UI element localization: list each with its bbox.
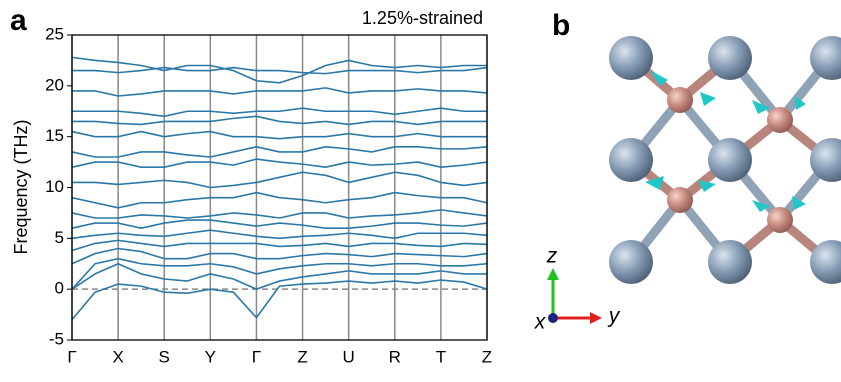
x-tick-label: X: [112, 347, 123, 366]
band-line: [72, 240, 487, 250]
band-line: [72, 259, 487, 290]
y-tick-label: 5: [55, 228, 64, 247]
x-tick-label: Y: [205, 347, 216, 366]
band-line: [72, 280, 487, 320]
band-line: [72, 108, 487, 116]
x-tick-label: T: [436, 347, 446, 366]
crystal-structure: b z x y: [534, 9, 841, 334]
panel-label: b: [552, 9, 570, 42]
y-axis-label: Frequency (THz): [11, 119, 31, 254]
figure: a 1.25%-strained Frequency (THz) Γ X S Y Γ Z U…: [0, 0, 841, 377]
x-tick-label: R: [389, 347, 401, 366]
y-tick-label: 0: [55, 279, 64, 298]
y-tick-label: 25: [45, 24, 64, 43]
band-line: [72, 220, 487, 228]
panel-label: a: [10, 4, 27, 37]
band-line: [72, 172, 487, 187]
y-tick-label: 15: [45, 126, 64, 145]
y-tick-label: 20: [45, 75, 64, 94]
axis-label: z: [546, 245, 558, 268]
x-tick-label: Γ: [67, 347, 76, 366]
axis-label: x: [534, 311, 547, 334]
annotation: 1.25%-strained: [362, 8, 483, 28]
band-line: [72, 88, 487, 96]
band-line: [72, 147, 487, 157]
band-line: [72, 132, 487, 139]
y-tick-label: 10: [45, 177, 64, 196]
band-line: [72, 116, 487, 124]
x-tick-label: Z: [482, 347, 492, 366]
x-tick-label: Z: [297, 347, 307, 366]
y-tick-label: -5: [49, 329, 64, 348]
band-line: [72, 230, 487, 238]
axis-label: y: [607, 305, 621, 328]
x-tick-label: Γ: [252, 347, 261, 366]
band-line: [72, 159, 487, 167]
plot-area: Γ X S Y Γ Z U R T Z -5 0 5 10 15 20 25: [45, 24, 492, 366]
band-line: [72, 193, 487, 208]
x-tick-label: U: [343, 347, 355, 366]
band-line: [72, 210, 487, 218]
x-tick-label: S: [159, 347, 170, 366]
band-line: [72, 68, 487, 74]
plot-frame: [72, 35, 487, 340]
